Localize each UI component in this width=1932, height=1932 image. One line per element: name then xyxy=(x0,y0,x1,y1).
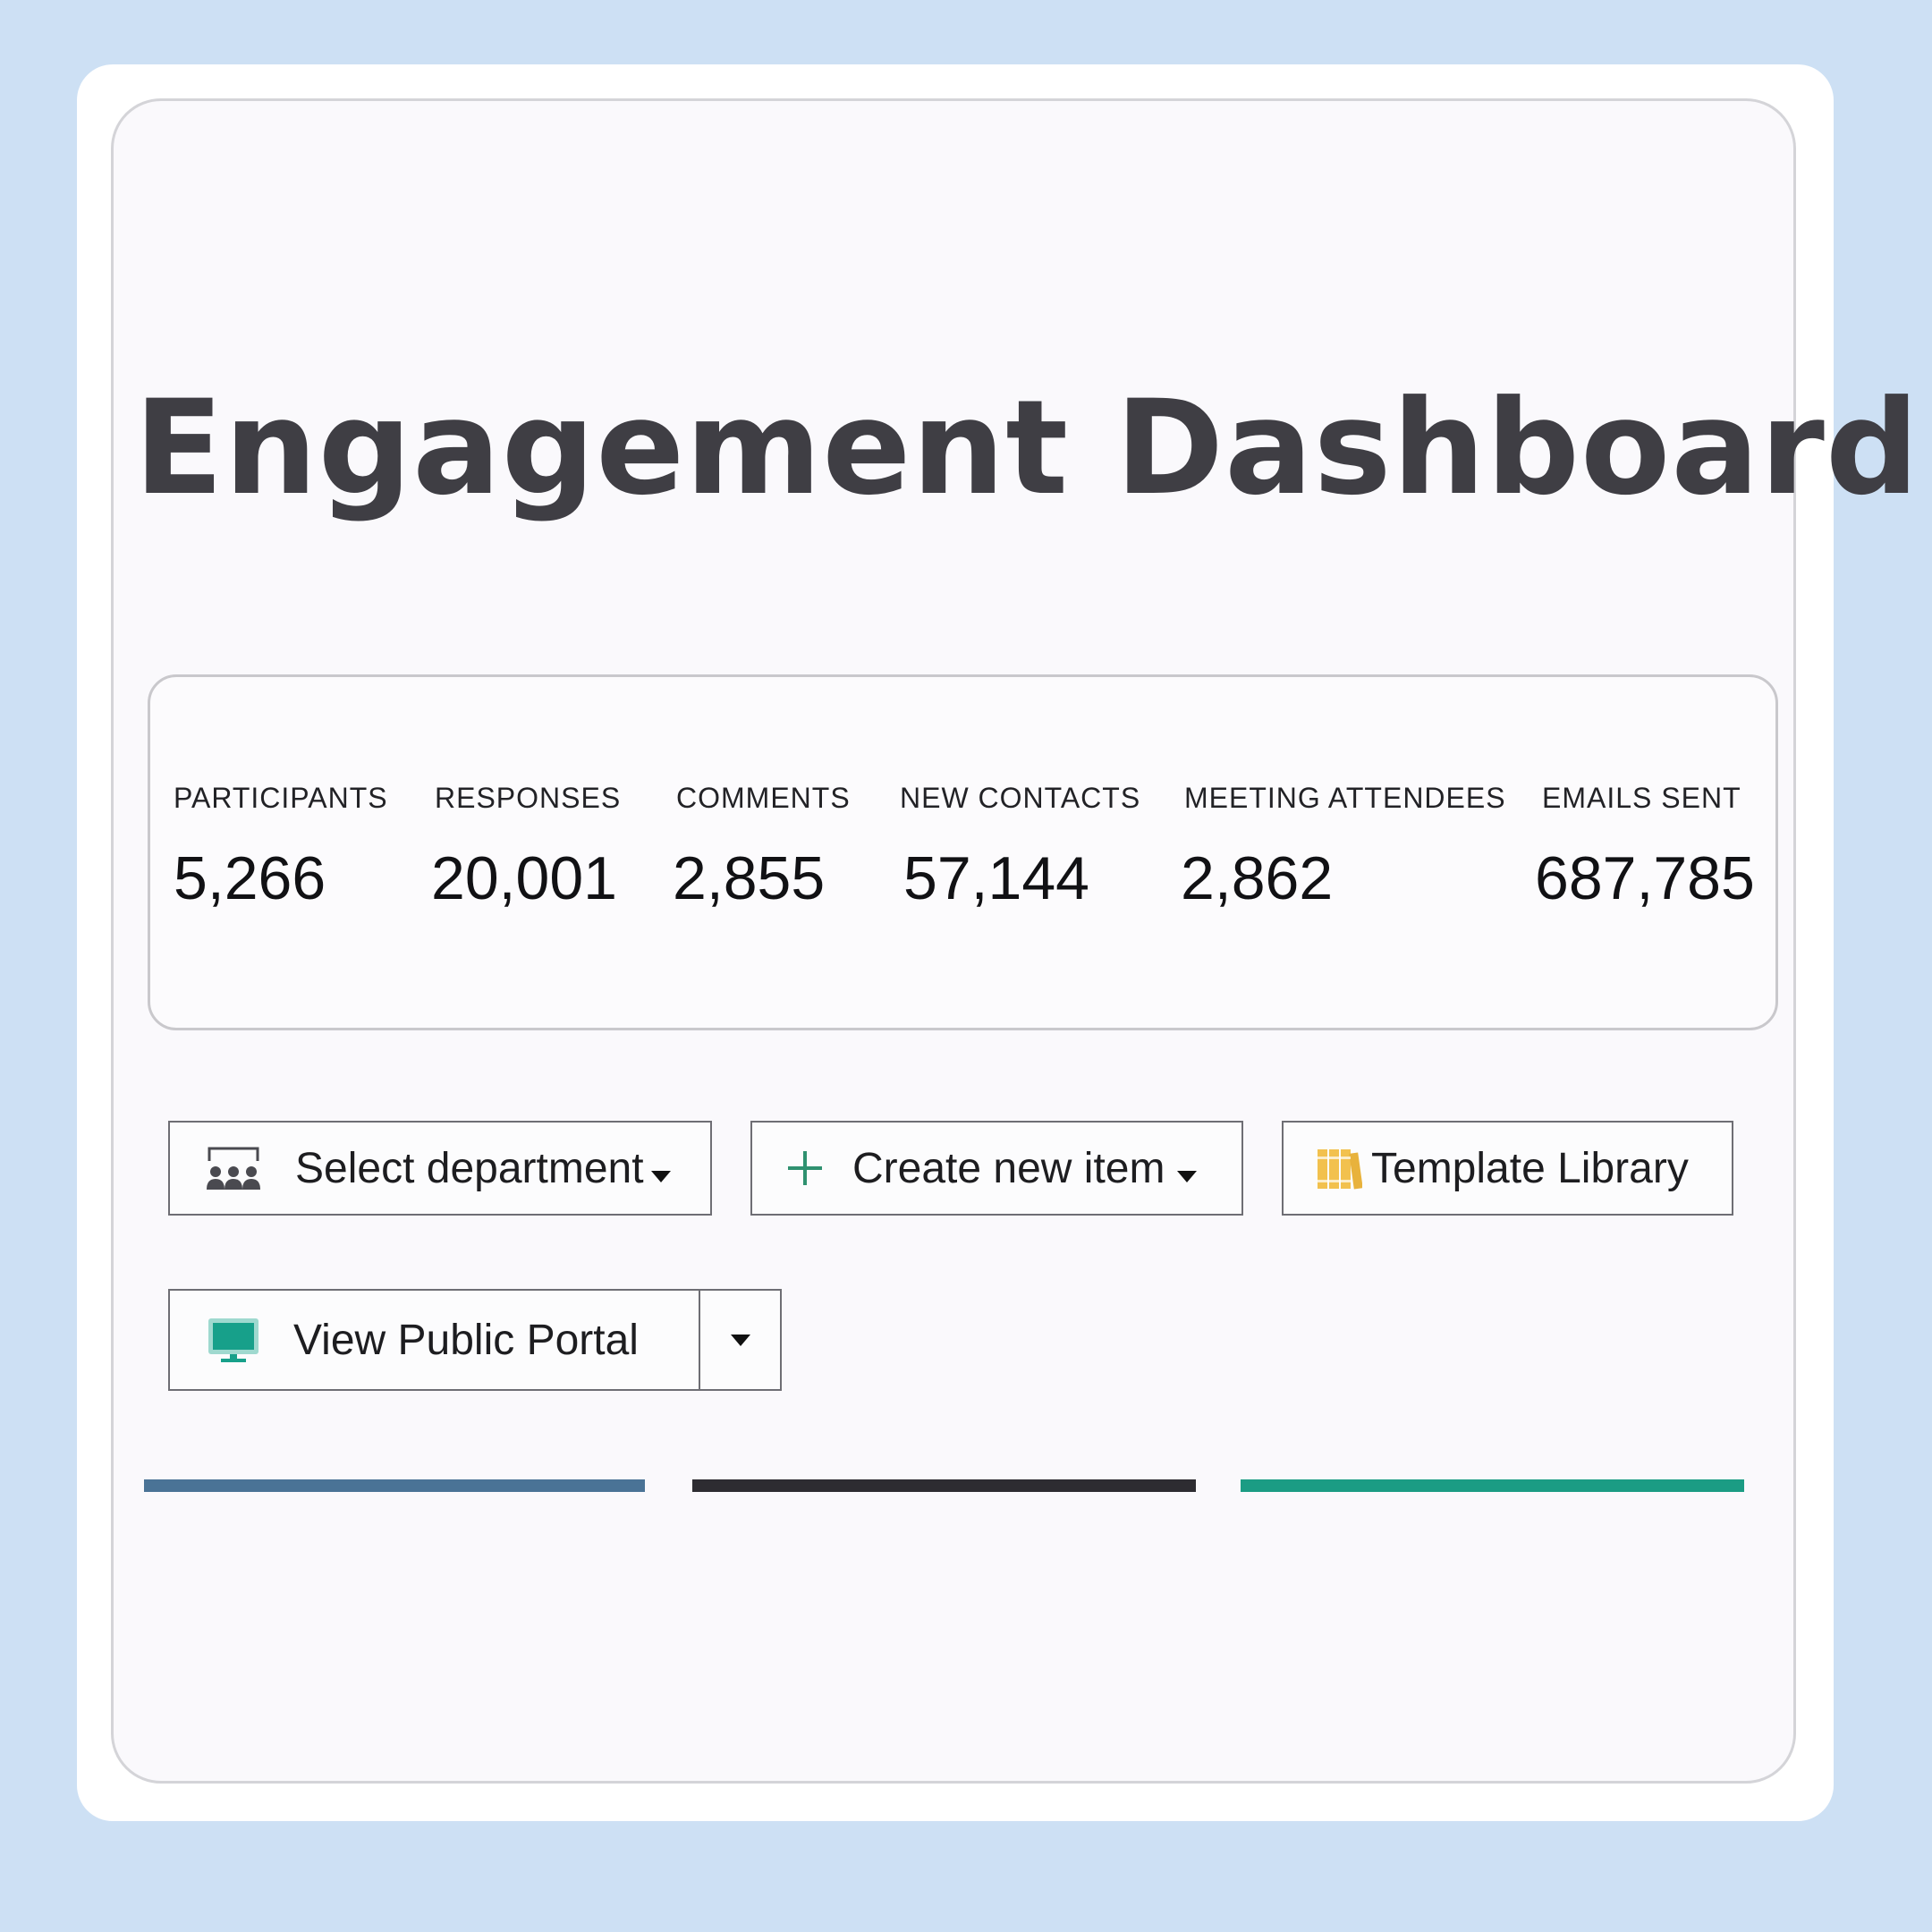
chevron-down-icon xyxy=(730,1334,750,1346)
stat-value-comments: 2,855 xyxy=(673,844,826,912)
department-icon xyxy=(204,1145,263,1191)
stat-value-emails-sent: 687,785 xyxy=(1535,844,1755,912)
library-icon xyxy=(1316,1146,1362,1191)
accent-bar-teal xyxy=(1241,1479,1744,1492)
create-new-item-button[interactable]: Create new item xyxy=(750,1121,1243,1216)
stat-value-responses: 20,001 xyxy=(431,844,617,912)
template-library-label: Template Library xyxy=(1371,1144,1689,1192)
stat-value-meeting-attendees: 2,862 xyxy=(1181,844,1334,912)
stat-label-emails-sent: EMAILS SENT xyxy=(1542,782,1741,814)
accent-bar-blue xyxy=(144,1479,645,1492)
stat-label-comments: COMMENTS xyxy=(676,782,851,814)
view-public-portal-dropdown-toggle[interactable] xyxy=(700,1291,780,1389)
accent-bar-dark xyxy=(692,1479,1196,1492)
stat-label-participants: PARTICIPANTS xyxy=(174,782,388,814)
chevron-down-icon xyxy=(1177,1170,1198,1182)
create-new-item-label: Create new item xyxy=(852,1144,1165,1192)
view-public-portal-label: View Public Portal xyxy=(293,1316,639,1364)
select-department-button[interactable]: Select department xyxy=(168,1121,712,1216)
template-library-button[interactable]: Template Library xyxy=(1282,1121,1733,1216)
stat-label-new-contacts: NEW CONTACTS xyxy=(900,782,1141,814)
stat-label-responses: RESPONSES xyxy=(435,782,622,814)
plus-icon xyxy=(786,1149,824,1187)
split-button-divider xyxy=(699,1289,700,1391)
stat-value-new-contacts: 57,144 xyxy=(903,844,1089,912)
select-department-label: Select department xyxy=(295,1144,644,1192)
chevron-down-icon xyxy=(650,1170,671,1182)
stat-value-participants: 5,266 xyxy=(174,844,326,912)
stats-card xyxy=(148,674,1778,1030)
stat-label-meeting-attendees: MEETING ATTENDEES xyxy=(1184,782,1506,814)
page-title: Engagement Dashboard xyxy=(134,372,1920,524)
view-public-portal-button[interactable]: View Public Portal xyxy=(168,1289,782,1391)
monitor-icon xyxy=(208,1318,259,1362)
